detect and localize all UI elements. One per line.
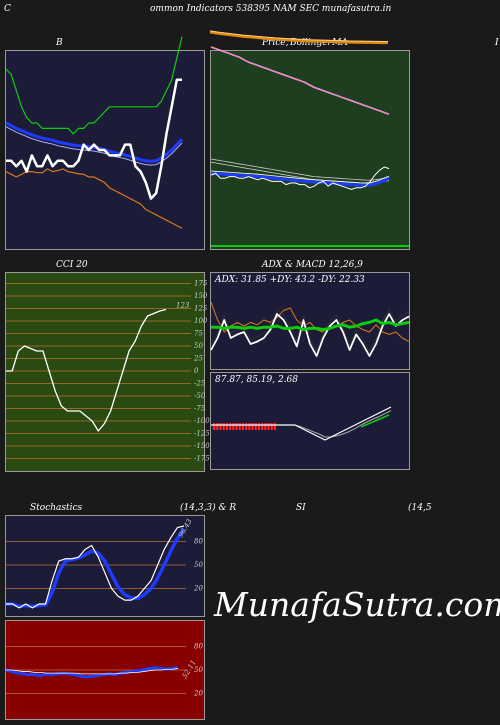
- ema-pink-line: [210, 46, 390, 115]
- rsi-line: [5, 666, 179, 679]
- price-panel: [210, 46, 410, 250]
- bollinger-panel: [5, 36, 205, 250]
- ema-top-orange-line: [209, 30, 388, 45]
- ema-white-line: [210, 158, 390, 181]
- macd-histogram-bar: [251, 423, 254, 430]
- macd-histogram-bar: [225, 423, 228, 430]
- chart-title: ommon Indicators 538395 NAM SEC munafasu…: [150, 4, 392, 14]
- macd-histogram-bar: [216, 423, 219, 430]
- macd-histogram-bar: [229, 423, 232, 430]
- cci-tick-label: -50: [194, 392, 206, 400]
- rsi-tick-label: 50: [194, 666, 203, 674]
- cci-tick-label: 100: [194, 317, 208, 325]
- macd-histogram-bar: [270, 423, 273, 430]
- adx-macd-label: ADX & MACD 12,26,9: [262, 260, 363, 270]
- rsi-tick-label: 20: [193, 689, 203, 697]
- macd-histogram-bar: [261, 423, 264, 430]
- cci-label: CCI 20: [56, 260, 88, 270]
- macd-histogram-bar: [219, 423, 222, 430]
- cci-tick-label: -150: [194, 442, 210, 450]
- cci-last-value: 123: [176, 302, 190, 310]
- macd-histogram-bar: [264, 423, 267, 430]
- adx-plus-di-line: [210, 313, 410, 357]
- stochastics-last-value: 96.43: [177, 517, 194, 539]
- bollinger-middle-band-a: [5, 121, 184, 163]
- macd-histogram-bar: [238, 423, 241, 430]
- stochastics-tick-label: 80: [194, 538, 203, 546]
- bollinger-label-right: Bollinger: [290, 38, 332, 48]
- cci-tick-label: 0: [194, 367, 199, 375]
- cci-tick-label: -100: [194, 417, 210, 425]
- stochastics-tick-label: 50: [194, 561, 203, 569]
- macd-signal-line: [211, 410, 392, 438]
- macd-line: [211, 406, 392, 441]
- rsi-label: SI: [296, 503, 306, 513]
- cci-tick-label: -125: [194, 430, 210, 438]
- macd-histogram-bar: [257, 423, 260, 430]
- bollinger-upper-band: [5, 36, 183, 135]
- cci-line: [6, 308, 167, 432]
- stochastics-tick-label: 20: [193, 584, 203, 592]
- cci-tick-label: 125: [194, 305, 208, 313]
- header-left-letter: C: [4, 4, 11, 14]
- macd-histogram-bar: [232, 423, 235, 430]
- macd-histogram-bar: [222, 423, 225, 430]
- price-close-line: [210, 166, 390, 190]
- cci-tick-label: -75: [194, 405, 206, 413]
- macd-green-accent: [360, 414, 390, 428]
- adx-minus-di-line: [210, 301, 410, 343]
- watermark: MunafaSutra.com: [214, 585, 500, 624]
- macd-histogram-bar: [245, 423, 248, 430]
- price-label: Price,: [262, 38, 289, 48]
- rsi-panel: 80 50 20 52.11: [5, 620, 205, 720]
- rsi-tick-label: 80: [194, 643, 203, 651]
- macd-histogram-bar: [267, 423, 270, 430]
- rsi-ma-line: [6, 668, 179, 675]
- bollinger-label: B: [56, 38, 63, 48]
- cci-tick-label: 25: [193, 355, 203, 363]
- stochastics-panel: 80 50 20 96.43: [5, 515, 205, 617]
- bollinger-close-line: [6, 78, 182, 200]
- adx-readout: ADX: 31.85 +DY: 43.2 -DY: 22.33: [215, 275, 365, 285]
- macd-histogram-bar: [241, 423, 244, 430]
- macd-histogram-bar: [254, 423, 257, 430]
- adx-line: [211, 318, 410, 332]
- cci-tick-label: 75: [194, 330, 203, 338]
- macd-chart: [211, 406, 392, 441]
- cci-tick-label: -25: [194, 380, 206, 388]
- cci-tick-label: 150: [194, 292, 208, 300]
- macd-histogram-bar: [213, 423, 216, 430]
- ema-blue-line: [210, 171, 390, 187]
- cci-tick-label: 175: [194, 280, 208, 288]
- bollinger-chart: [5, 36, 184, 229]
- bollinger-middle-band-b: [5, 126, 183, 166]
- far-right-label: I: [495, 38, 499, 48]
- ema-top-orange-highlight: [209, 30, 388, 43]
- macd-histogram-bar: [235, 423, 238, 430]
- stochastics-label: Stochastics: [30, 503, 83, 513]
- stochastics-k-line: [6, 525, 185, 609]
- stochastics-chart: 80 50 20 96.43: [6, 517, 203, 609]
- cci-chart: 175 150 125 100 75 50 25 0 -25 -50 -75 -100 -125 -150…: [6, 280, 210, 463]
- price-chart: [210, 46, 409, 247]
- macd-readout: 87.87, 85.19, 2.68: [215, 375, 299, 385]
- rsi-params: (14,5: [408, 503, 432, 513]
- bollinger-lower-band: [5, 168, 183, 229]
- stochastics-d-line: [6, 528, 186, 609]
- macd-histogram-bar: [273, 423, 276, 430]
- cci-panel: 175 150 125 100 75 50 25 0 -25 -50 -75 -100 -125 -150…: [5, 272, 210, 472]
- ema-blue-outline: [210, 170, 390, 184]
- price-top-ema-band: [209, 30, 388, 45]
- macd-panel: 87.87, 85.19, 2.68: [210, 372, 410, 470]
- adx-chart: [210, 301, 410, 357]
- cci-tick-label: -175: [194, 455, 210, 463]
- adx-panel: ADX: 31.85 +DY: 43.2 -DY: 22.33: [210, 272, 410, 370]
- cci-tick-label: 50: [194, 342, 203, 350]
- stochastics-params: (14,3,3) & R: [180, 503, 237, 513]
- macd-histogram-bar: [248, 423, 251, 430]
